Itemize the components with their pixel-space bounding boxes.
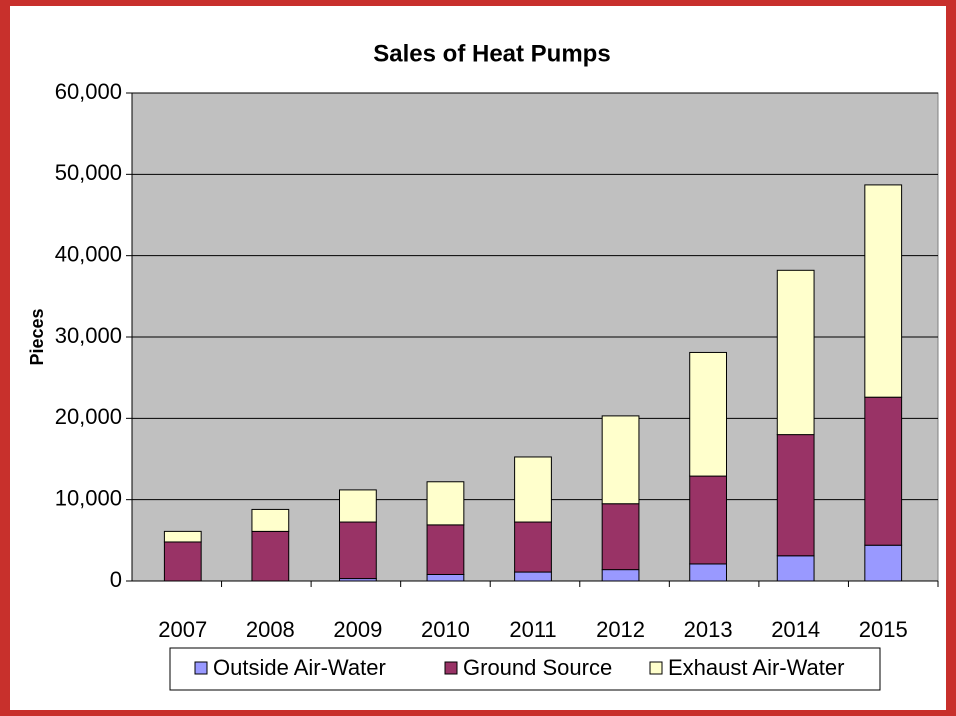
- bar-segment: [689, 351, 727, 477]
- x-tick-label: 2014: [771, 617, 820, 642]
- bar-segment: [251, 508, 290, 532]
- x-tick-label: 2011: [509, 617, 556, 642]
- bar-segment: [776, 269, 815, 436]
- x-tick-label: 2009: [333, 617, 382, 642]
- bar-segment: [601, 503, 640, 571]
- bar-segment: [426, 524, 465, 575]
- x-tick-label: 2012: [596, 617, 645, 642]
- bar-segment: [514, 521, 552, 573]
- legend-label: Exhaust Air-Water: [668, 655, 844, 680]
- chart-title: Sales of Heat Pumps: [373, 40, 610, 67]
- y-tick-label: 60,000: [55, 79, 122, 104]
- bar-segment: [339, 521, 377, 580]
- legend-label: Ground Source: [463, 655, 612, 680]
- y-axis-title: Pieces: [27, 308, 47, 365]
- bar-segment: [776, 555, 815, 582]
- x-tick-label: 2013: [684, 617, 733, 642]
- y-tick-label: 30,000: [55, 323, 122, 348]
- bar-segment: [426, 481, 465, 526]
- bar-segment: [601, 569, 640, 582]
- bar-segment: [864, 396, 903, 546]
- legend-box: [169, 647, 881, 691]
- y-tick-label: 50,000: [55, 160, 122, 185]
- bar-segment: [426, 573, 465, 582]
- bar-segment: [689, 475, 727, 565]
- y-tick-label: 10,000: [55, 485, 122, 510]
- y-tick-label: 0: [110, 567, 122, 592]
- legend-label: Outside Air-Water: [213, 655, 386, 680]
- bar-segment: [864, 184, 903, 398]
- x-tick-label: 2010: [421, 617, 470, 642]
- bar-segment: [163, 530, 202, 543]
- x-tick-label: 2007: [158, 617, 207, 642]
- x-tick-label: 2015: [859, 617, 908, 642]
- legend-swatch: [649, 661, 663, 675]
- bar-segment: [864, 544, 903, 582]
- legend-swatch: [194, 661, 208, 675]
- bar-segment: [601, 415, 640, 505]
- bar-segment: [514, 456, 552, 523]
- bar-segment: [339, 489, 377, 523]
- bar-segment: [776, 434, 815, 557]
- bar-segment: [689, 563, 727, 582]
- bar-segment: [163, 541, 202, 582]
- bar-segment: [514, 571, 552, 582]
- legend-swatch: [444, 661, 458, 675]
- y-tick-label: 20,000: [55, 404, 122, 429]
- y-tick-label: 40,000: [55, 241, 122, 266]
- bar-segment: [251, 530, 290, 582]
- x-tick-label: 2008: [246, 617, 295, 642]
